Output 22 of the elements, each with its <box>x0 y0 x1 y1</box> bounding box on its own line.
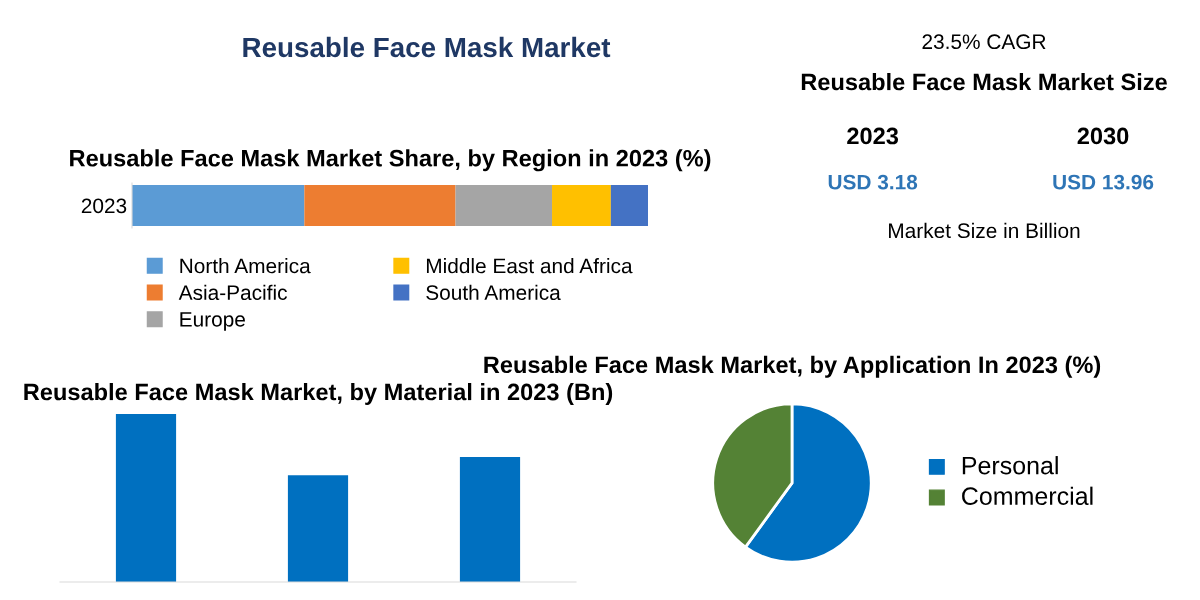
chart-title: Reusable Face Mask Market, by Application In 2023 (%) <box>484 355 1101 378</box>
chart-title: Reusable Face Mask Market <box>243 36 611 58</box>
bar <box>610 185 648 226</box>
text: Reusable Face Mask Market Size <box>801 73 1167 91</box>
text: Reusable Face Mask Market Share, by Region in 2023 (%) <box>70 149 711 172</box>
bar <box>552 185 611 226</box>
legend-label: Middle East and Africa <box>426 258 633 274</box>
chart-title: Reusable Face Mask Market, by Material in 2023 (Bn) <box>24 383 613 406</box>
legend-label: Personal <box>962 456 1058 475</box>
legend-label: Europe <box>180 312 245 331</box>
legend-label: South America <box>426 284 561 301</box>
bar <box>455 185 553 226</box>
legend-label: Commercial <box>962 486 1093 506</box>
text: 2030 <box>1077 127 1129 145</box>
bar <box>304 185 456 226</box>
text: 23.5% CAGR <box>922 34 1046 50</box>
legend-label: Asia-Pacific <box>178 284 287 301</box>
text: USD 13.96 <box>1053 174 1154 190</box>
text: 2023 <box>81 198 127 214</box>
text: USD 3.18 <box>828 174 918 190</box>
text: Market Size in Billion <box>889 222 1080 239</box>
legend-label: North America <box>180 258 311 274</box>
